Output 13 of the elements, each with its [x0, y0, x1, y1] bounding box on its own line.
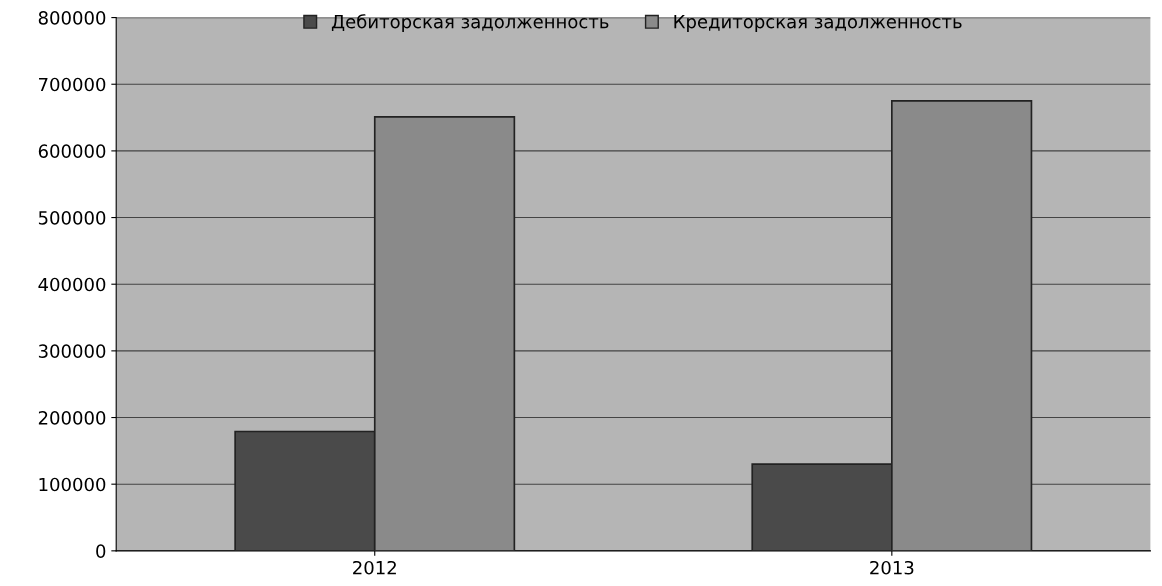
- y-tick-label: 200000: [38, 410, 106, 425]
- y-tick-label: 400000: [38, 277, 106, 292]
- y-tick-label: 600000: [38, 144, 106, 159]
- legend-label: Дебиторская задолженность: [331, 14, 609, 32]
- x-tick-label: 2013: [870, 560, 914, 575]
- y-tick-label: 100000: [39, 477, 106, 492]
- y-tick-label: 500000: [38, 211, 106, 225]
- y-tick-label: 800000: [38, 11, 106, 25]
- x-tick-label: 2012: [353, 560, 396, 575]
- legend-label: Кредиторская задолженность: [674, 15, 962, 32]
- y-tick-label: 0: [96, 544, 106, 558]
- y-tick-label: 300000: [38, 344, 106, 358]
- y-tick-label: 700000: [39, 77, 106, 92]
